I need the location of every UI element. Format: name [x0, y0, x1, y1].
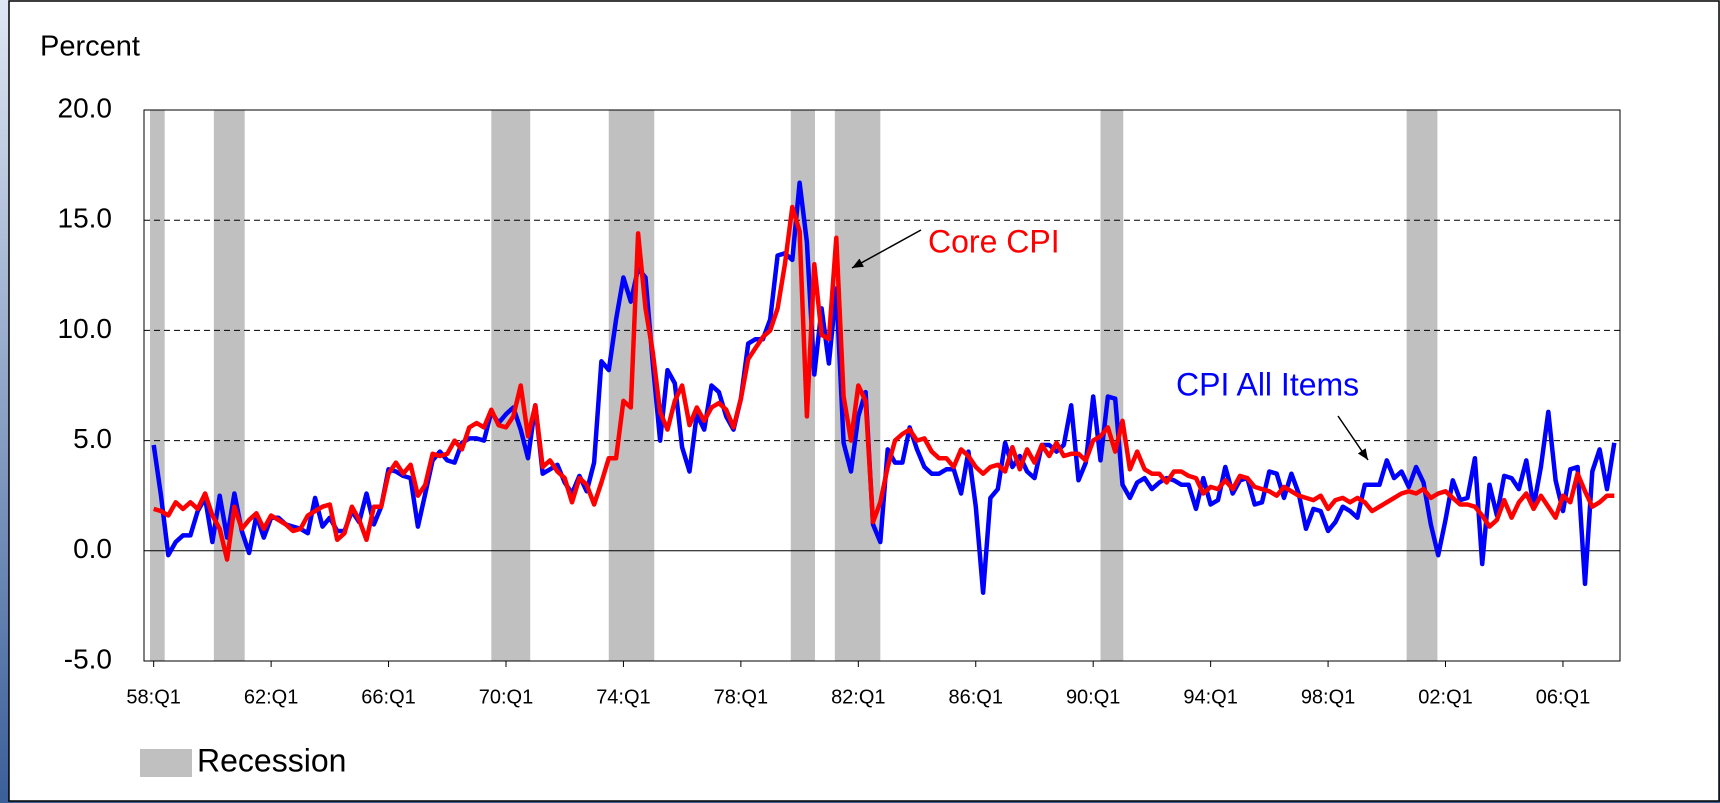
x-tick-label: 70:Q1: [479, 686, 533, 708]
recession-band: [150, 110, 165, 661]
annotation: CPI All Items: [1176, 366, 1359, 402]
recession-band: [1100, 110, 1124, 661]
x-tick-label: 98:Q1: [1301, 686, 1355, 708]
y-axis-title: Percent: [40, 31, 140, 63]
y-tick-label: 0.0: [73, 533, 112, 564]
legend-label: Recession: [197, 742, 346, 778]
x-tick-label: 94:Q1: [1183, 686, 1237, 708]
y-tick-label: 5.0: [73, 423, 112, 454]
recession-band: [491, 110, 531, 661]
x-tick-label: 06:Q1: [1536, 686, 1590, 708]
x-tick-label: 74:Q1: [596, 686, 650, 708]
legend-swatch: [140, 749, 192, 777]
arrow-head: [1357, 448, 1368, 460]
series-line: [151, 180, 1617, 595]
x-tick-label: 82:Q1: [831, 686, 885, 708]
x-tick-label: 78:Q1: [714, 686, 768, 708]
plot-frame: [143, 109, 1621, 662]
annotation: Core CPI: [928, 223, 1060, 259]
x-tick-label: 90:Q1: [1066, 686, 1120, 708]
recession-band: [1406, 110, 1438, 661]
y-tick-label: 20.0: [58, 92, 113, 123]
y-tick-label: 10.0: [58, 313, 113, 344]
x-tick-label: 02:Q1: [1418, 686, 1472, 708]
y-tick-label: -5.0: [64, 643, 112, 674]
x-tick-label: 58:Q1: [126, 686, 180, 708]
annotation-arrow: [851, 229, 922, 269]
series-line: [153, 204, 1615, 562]
recession-band: [213, 110, 245, 661]
x-tick-label: 86:Q1: [949, 686, 1003, 708]
y-tick-label: 15.0: [58, 203, 113, 234]
arrow-head: [852, 258, 864, 268]
x-tick-label: 62:Q1: [244, 686, 298, 708]
x-tick-label: 66:Q1: [361, 686, 415, 708]
